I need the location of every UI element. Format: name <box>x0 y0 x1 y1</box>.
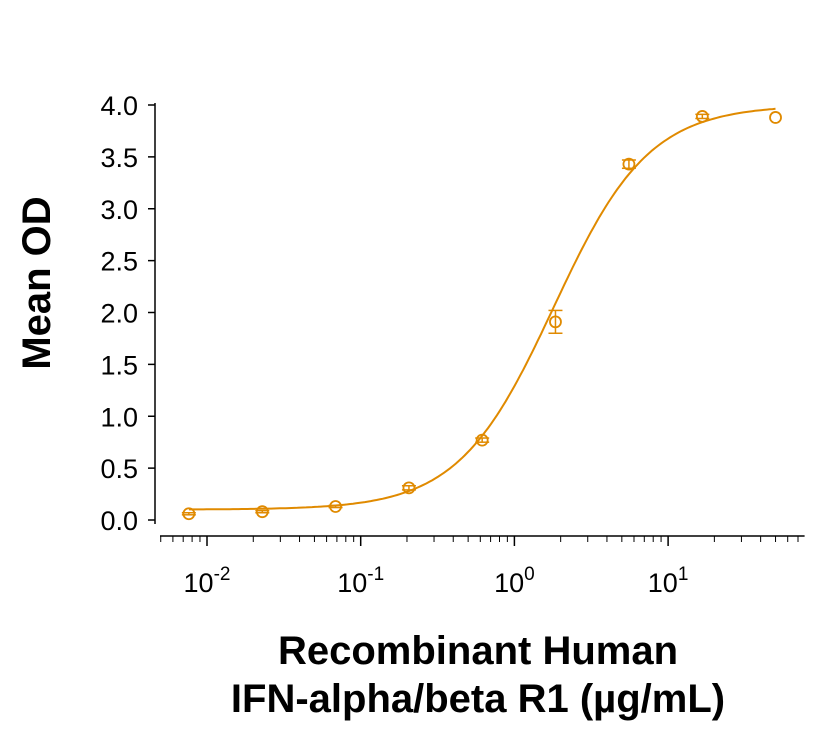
data-point <box>475 433 490 447</box>
data-point <box>695 110 710 123</box>
y-tick-label: 0.5 <box>100 454 138 484</box>
y-tick-label: 4.0 <box>100 91 138 121</box>
x-tick-label: 10-2 <box>184 564 231 598</box>
x-tick-label: 100 <box>494 564 535 598</box>
data-point <box>255 505 270 519</box>
y-tick-label: 1.5 <box>100 350 138 380</box>
data-point <box>181 507 196 521</box>
y-tick-label: 2.5 <box>100 247 138 277</box>
point-marker <box>695 110 709 123</box>
data-point <box>621 157 636 171</box>
point-marker <box>402 481 416 495</box>
y-axis-label: Mean OD <box>15 196 59 369</box>
point-marker <box>549 315 562 329</box>
point-marker <box>769 111 782 124</box>
x-tick-label: 101 <box>648 564 689 598</box>
y-tick-label: 1.0 <box>100 402 138 432</box>
x-axis-label-line1: Recombinant Human <box>278 629 678 673</box>
y-tick-label: 3.0 <box>100 195 138 225</box>
data-point <box>401 481 416 495</box>
y-tick-label: 2.0 <box>100 299 138 329</box>
data-point <box>548 309 563 334</box>
point-marker <box>182 507 196 521</box>
y-tick-label: 0.0 <box>100 506 138 536</box>
axes <box>154 103 805 537</box>
data-points <box>181 110 782 521</box>
y-tick-label: 3.5 <box>100 143 138 173</box>
point-marker <box>255 505 269 519</box>
x-axis-ticks: 10-2 10-1 100 101 <box>160 536 799 598</box>
point-marker <box>329 500 342 513</box>
x-tick-label: 10-1 <box>337 564 384 598</box>
data-point <box>328 500 343 513</box>
point-marker <box>622 157 636 171</box>
data-point <box>769 111 782 124</box>
fit-curve <box>188 107 776 511</box>
y-axis-ticks: 0.0 0.5 1.0 1.5 2.0 2.5 3.0 3.5 4.0 <box>100 91 155 536</box>
x-axis-label-line2: IFN-alpha/beta R1 (µg/mL) <box>231 677 725 721</box>
point-marker <box>475 433 489 447</box>
